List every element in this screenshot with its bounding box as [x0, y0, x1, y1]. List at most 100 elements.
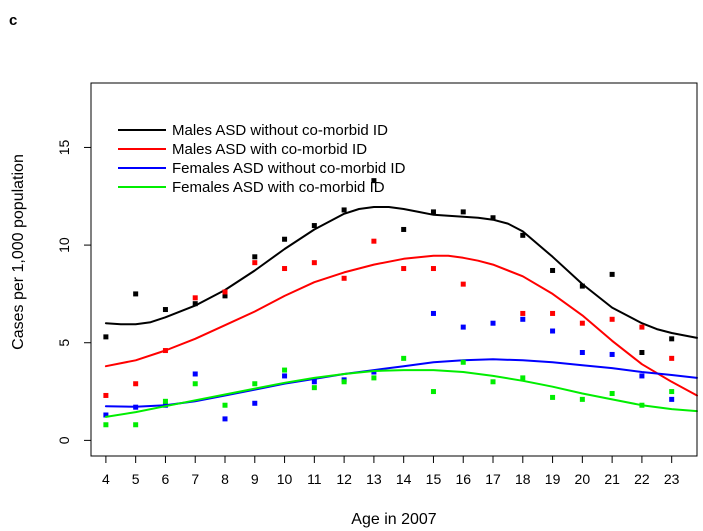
x-tick-label: 7: [191, 471, 199, 487]
data-point: [639, 402, 645, 408]
legend-label: Males ASD without co-morbid ID: [172, 122, 388, 139]
data-point: [311, 385, 317, 391]
data-point: [520, 232, 526, 238]
y-tick-label: 10: [56, 237, 72, 253]
data-point: [490, 215, 496, 221]
x-axis-title: Age in 2007: [351, 511, 437, 528]
data-point: [252, 254, 258, 260]
data-point: [341, 379, 347, 385]
x-tick-label: 8: [221, 471, 229, 487]
x-tick-label: 17: [485, 471, 501, 487]
data-point: [490, 320, 496, 326]
x-tick-label: 21: [604, 471, 620, 487]
data-point: [252, 400, 258, 406]
data-point: [609, 316, 615, 322]
x-tick-label: 4: [102, 471, 110, 487]
x-tick-label: 6: [162, 471, 170, 487]
x-tick-label: 5: [132, 471, 140, 487]
y-tick-label: 15: [56, 139, 72, 155]
data-point: [579, 320, 585, 326]
series-curve-4: [104, 369, 698, 418]
data-point: [192, 295, 198, 301]
data-point: [222, 293, 228, 299]
data-point: [282, 266, 288, 272]
data-point: [341, 275, 347, 281]
data-point: [579, 283, 585, 289]
data-point: [639, 324, 645, 330]
x-tick-label: 11: [307, 471, 322, 487]
data-point: [669, 396, 675, 402]
data-point: [103, 422, 109, 428]
data-point: [222, 402, 228, 408]
data-point: [401, 355, 407, 361]
x-tick-label: 23: [664, 471, 680, 487]
data-point: [103, 412, 109, 418]
data-point: [520, 375, 526, 381]
data-point: [371, 369, 377, 375]
data-point: [311, 260, 317, 266]
data-point: [371, 375, 377, 381]
x-tick-label: 16: [455, 471, 471, 487]
data-point: [162, 398, 168, 404]
data-point: [192, 381, 198, 387]
x-tick-label: 13: [366, 471, 382, 487]
data-point: [133, 404, 139, 410]
data-point: [490, 379, 496, 385]
data-point: [133, 381, 139, 387]
x-tick-label: 22: [634, 471, 650, 487]
data-point: [460, 209, 466, 215]
x-tick-label: 12: [336, 471, 352, 487]
data-point: [609, 271, 615, 277]
data-point: [311, 379, 317, 385]
data-point: [222, 416, 228, 422]
data-point: [609, 391, 615, 397]
data-point: [282, 236, 288, 242]
data-point: [669, 355, 675, 361]
data-point: [669, 336, 675, 342]
data-point: [103, 334, 109, 340]
x-tick-label: 9: [251, 471, 259, 487]
data-point: [162, 307, 168, 313]
data-point: [133, 422, 139, 428]
data-point: [460, 324, 466, 330]
y-axis-title: Cases per 1,000 population: [10, 154, 27, 350]
legend-label: Females ASD with co-morbid ID: [172, 179, 385, 196]
data-point: [609, 351, 615, 357]
data-point: [550, 310, 556, 316]
legend-label: Males ASD with co-morbid ID: [172, 141, 367, 158]
data-point: [460, 281, 466, 287]
x-tick-label: 10: [277, 471, 293, 487]
data-point: [430, 389, 436, 395]
data-point: [550, 267, 556, 273]
x-tick-label: 19: [545, 471, 561, 487]
y-tick-label: 5: [56, 339, 72, 347]
data-point: [639, 373, 645, 379]
y-tick-label: 0: [56, 436, 72, 444]
data-point: [669, 389, 675, 395]
plot-frame: [90, 82, 698, 457]
x-tick-label: 20: [575, 471, 591, 487]
data-point: [460, 359, 466, 365]
data-point: [520, 310, 526, 316]
data-point: [520, 316, 526, 322]
data-point: [430, 209, 436, 215]
data-point: [401, 266, 407, 272]
data-point: [579, 396, 585, 402]
data-point: [282, 367, 288, 373]
legend-label: Females ASD without co-morbid ID: [172, 160, 406, 177]
data-point: [162, 348, 168, 354]
data-point: [341, 207, 347, 213]
data-point: [282, 373, 288, 379]
series-curve-1: [104, 206, 698, 339]
x-tick-label: 18: [515, 471, 531, 487]
series-curve-2: [104, 254, 698, 397]
data-point: [550, 394, 556, 400]
data-point: [252, 381, 258, 387]
data-point: [579, 349, 585, 355]
data-point: [222, 289, 228, 295]
data-point: [192, 301, 198, 307]
data-point: [311, 223, 317, 229]
data-point: [103, 392, 109, 398]
x-tick-label: 15: [426, 471, 442, 487]
